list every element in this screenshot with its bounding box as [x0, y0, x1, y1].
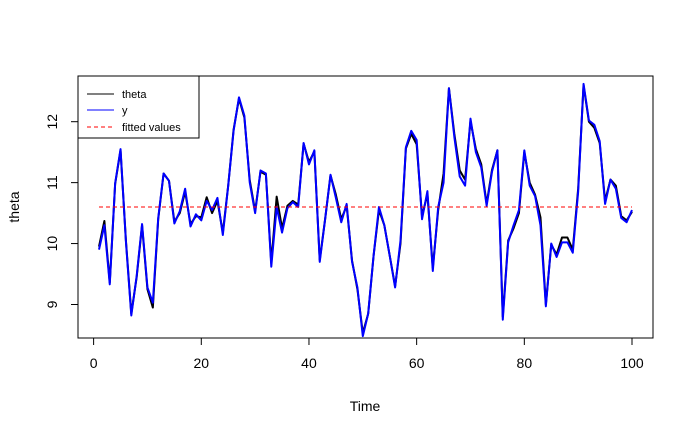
- legend-label-y: y: [122, 105, 128, 117]
- y-axis-label: theta: [6, 191, 22, 222]
- series-line-y: [98, 82, 633, 338]
- legend-label-theta: theta: [122, 89, 147, 101]
- y-tick-label: 12: [44, 114, 60, 130]
- y-tick-label: 10: [44, 236, 60, 252]
- legend-box: [77, 75, 200, 139]
- legend: theta y fitted values: [77, 75, 200, 139]
- x-tick-label: 40: [301, 355, 317, 371]
- x-tick-label: 60: [409, 355, 425, 371]
- y-tick-label: 11: [44, 175, 60, 190]
- series-layer: [98, 82, 633, 338]
- x-axis: 0 20 40 60 80 100: [90, 338, 644, 371]
- x-tick-label: 100: [620, 355, 644, 371]
- x-tick-label: 20: [194, 355, 210, 371]
- y-tick-label: 9: [44, 300, 60, 308]
- x-tick-label: 0: [90, 355, 98, 371]
- x-tick-label: 80: [517, 355, 533, 371]
- y-axis: 9 10 11 12: [44, 114, 78, 308]
- legend-label-fitted-values: fitted values: [122, 122, 181, 134]
- plot-border: [77, 75, 654, 339]
- x-axis-label: Time: [350, 398, 381, 414]
